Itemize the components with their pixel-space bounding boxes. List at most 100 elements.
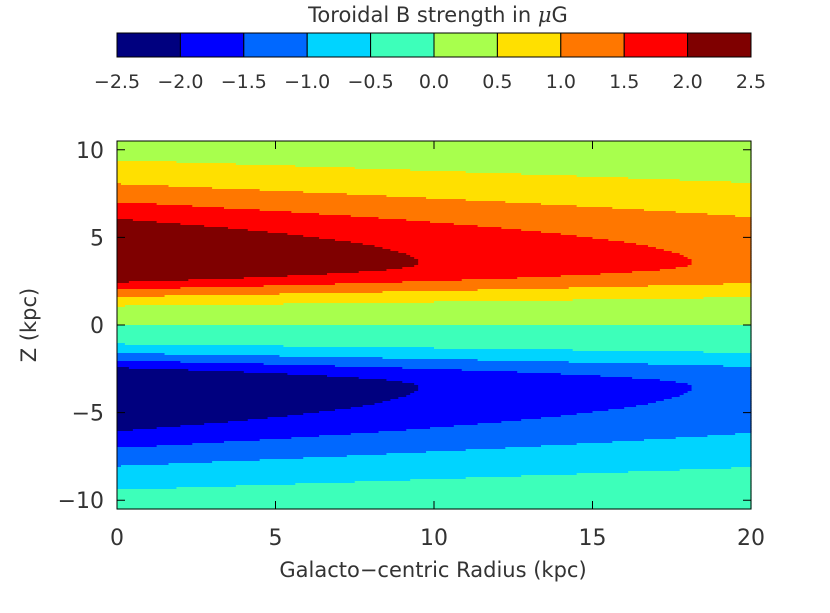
contour-cell xyxy=(418,387,693,390)
contour-cell xyxy=(259,459,752,462)
contour-cell xyxy=(117,491,752,494)
contour-cell xyxy=(521,229,752,232)
contour-cell xyxy=(117,465,122,468)
contour-cell xyxy=(382,291,752,294)
contour-cell xyxy=(691,259,752,262)
contour-cell xyxy=(679,179,752,182)
contour-cell xyxy=(117,203,158,206)
contour-cell xyxy=(398,251,673,254)
contour-cell xyxy=(655,401,752,404)
contour-cell xyxy=(723,365,752,368)
contour-cell xyxy=(287,275,562,278)
contour-cell xyxy=(501,421,752,424)
y-axis-label: Z (kpc) xyxy=(17,288,41,362)
colorbar-tick-label: 0.5 xyxy=(482,71,512,93)
contour-cell xyxy=(263,285,649,288)
contour-cell xyxy=(568,287,752,290)
contour-cell xyxy=(560,373,752,376)
contour-cell xyxy=(572,299,752,302)
colorbar-tick-label: 0.0 xyxy=(419,71,449,93)
contour-cell xyxy=(117,261,419,264)
contour-cell xyxy=(612,207,752,210)
contour-cell xyxy=(612,441,752,444)
contour-cell xyxy=(117,151,752,154)
contour-cell xyxy=(624,407,752,410)
contour-cell xyxy=(180,223,455,226)
colorbar-tick-label: −0.5 xyxy=(348,71,394,93)
contour-cell xyxy=(521,173,752,176)
x-tick-label: 0 xyxy=(110,526,124,551)
contour-cell xyxy=(707,435,752,438)
contour-cell xyxy=(434,347,752,350)
contour-cell xyxy=(259,439,645,442)
contour-cell xyxy=(263,363,649,366)
x-tick-label: 10 xyxy=(420,526,448,551)
contour-cell xyxy=(402,281,752,284)
contour-cell xyxy=(117,299,574,302)
contour-cell xyxy=(117,363,265,366)
contour-cell xyxy=(410,255,685,258)
contour-cell xyxy=(287,415,562,418)
contour-cell xyxy=(663,249,752,252)
contour-cell xyxy=(477,359,752,362)
contour-cell xyxy=(679,395,752,398)
contour-cell xyxy=(117,359,479,362)
contour-cell xyxy=(291,211,677,214)
contour-cell xyxy=(117,355,281,358)
contour-cell xyxy=(117,193,348,196)
contour-cell xyxy=(683,255,752,258)
contour-cell xyxy=(156,427,431,430)
contour-cell xyxy=(461,279,752,282)
contour-cell xyxy=(128,367,403,370)
contour-cell xyxy=(117,191,304,194)
contour-cell xyxy=(117,169,411,172)
contour-cell xyxy=(628,177,752,180)
colorbar-tick-label: 1.0 xyxy=(546,71,576,93)
contour-cell xyxy=(477,225,752,228)
contour-cell xyxy=(204,423,479,426)
contour-cell xyxy=(600,273,752,276)
contour-cell xyxy=(117,495,752,498)
contour-cell xyxy=(540,231,752,234)
contour-cell xyxy=(624,241,752,244)
contour-cell xyxy=(212,187,752,190)
contour-cell xyxy=(378,217,752,220)
contour-cell xyxy=(382,401,657,404)
contour-cell xyxy=(465,171,752,174)
x-tick-label: 20 xyxy=(737,526,765,551)
y-tick-label: 10 xyxy=(76,139,104,164)
contour-cell xyxy=(117,289,479,292)
contour-cell xyxy=(283,303,752,306)
contour-cell xyxy=(406,429,752,432)
contour-cell xyxy=(120,183,752,186)
contour-cell xyxy=(117,249,392,252)
colorbar-segment xyxy=(306,32,372,58)
contour-cell xyxy=(117,423,205,426)
contour-cell xyxy=(414,391,689,394)
contour-cell xyxy=(560,275,752,278)
contour-cell xyxy=(164,295,752,298)
contour-cell xyxy=(295,483,752,486)
contour-cell xyxy=(418,385,693,388)
contour-cell xyxy=(117,271,360,274)
contour-cell xyxy=(243,371,518,374)
contour-cell xyxy=(608,239,752,242)
contour-cell xyxy=(180,361,570,364)
contour-cell xyxy=(465,449,752,452)
contour-cell xyxy=(176,161,752,164)
contour-cell xyxy=(679,469,752,472)
contour-cell xyxy=(117,379,388,382)
contour-cell xyxy=(117,197,427,200)
contour-cell xyxy=(592,237,752,240)
contour-cell xyxy=(117,325,752,328)
contour-cell xyxy=(410,479,752,482)
contour-cell xyxy=(117,239,336,242)
contour-cell xyxy=(117,247,384,250)
contour-cell xyxy=(192,205,578,208)
contour-cell xyxy=(247,419,522,422)
contour-cell xyxy=(117,171,467,174)
contour-cell xyxy=(287,233,562,236)
contour-cell xyxy=(267,231,542,234)
contour-cell xyxy=(362,243,637,246)
colorbar-segment xyxy=(560,32,625,58)
